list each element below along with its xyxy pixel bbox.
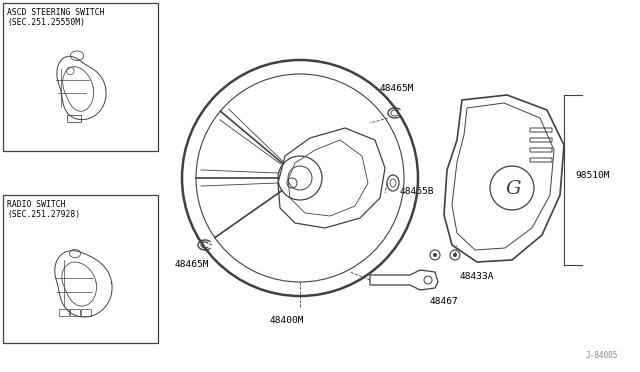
Text: (SEC.251.25550M): (SEC.251.25550M) (7, 18, 85, 27)
Text: 48465M: 48465M (380, 84, 415, 93)
Text: 98510M: 98510M (575, 170, 609, 180)
Text: 48465M: 48465M (175, 260, 209, 269)
Text: G: G (505, 180, 521, 198)
Circle shape (433, 253, 437, 257)
Text: 48433A: 48433A (460, 272, 495, 281)
Bar (60, 309, 68, 316)
Bar (81, 309, 91, 316)
Bar (3, 3, 158, 151)
Text: (SEC.251.27928): (SEC.251.27928) (7, 210, 80, 219)
Text: 48467: 48467 (430, 297, 459, 306)
Text: 48465B: 48465B (400, 187, 435, 196)
Bar (3, 195, 158, 343)
Bar (70, 309, 79, 316)
Text: J-84005: J-84005 (586, 351, 618, 360)
Bar (67, 115, 81, 122)
Text: ASCD STEERING SWITCH: ASCD STEERING SWITCH (7, 8, 104, 17)
Circle shape (453, 253, 457, 257)
Text: RADIO SWITCH: RADIO SWITCH (7, 200, 65, 209)
Text: 48400M: 48400M (270, 316, 305, 325)
